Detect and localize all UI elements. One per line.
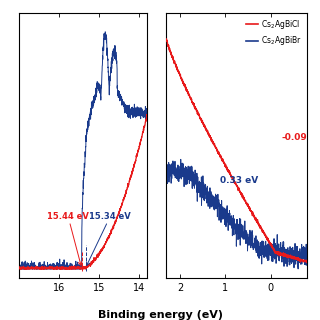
Text: -0.09: -0.09 bbox=[282, 133, 308, 142]
Text: 0.33 eV: 0.33 eV bbox=[220, 176, 258, 185]
Text: 15.44 eV: 15.44 eV bbox=[47, 212, 89, 265]
Text: 15.34 eV: 15.34 eV bbox=[87, 212, 131, 266]
Text: Binding energy (eV): Binding energy (eV) bbox=[98, 310, 222, 320]
Legend: Cs$_2$AgBiCl, Cs$_2$AgBiBr: Cs$_2$AgBiCl, Cs$_2$AgBiBr bbox=[245, 17, 303, 49]
